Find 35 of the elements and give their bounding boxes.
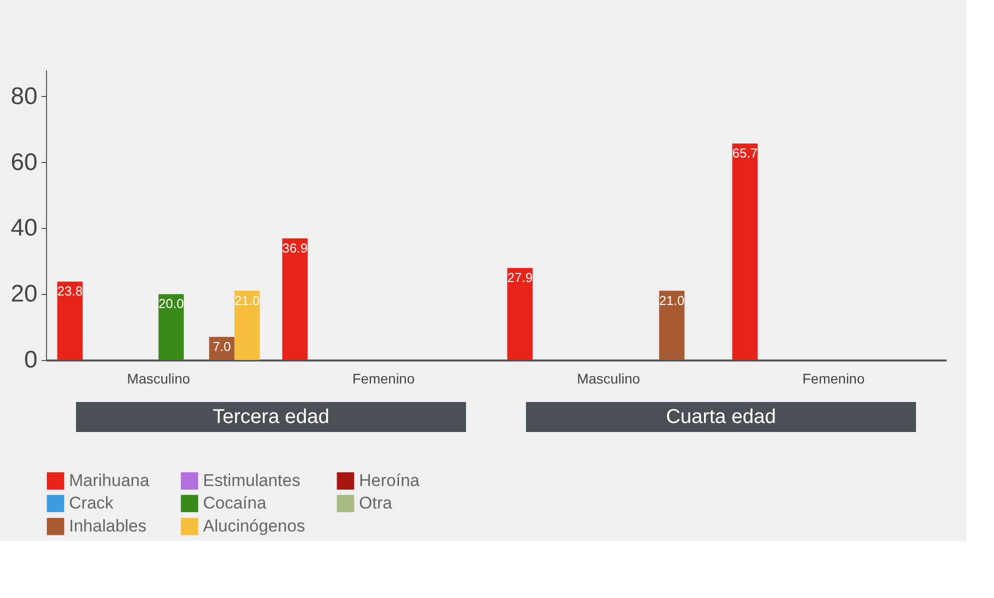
data-label: 20.0 <box>158 296 184 312</box>
bar <box>209 336 234 360</box>
bar <box>282 238 308 360</box>
x-tick-label: Femenino <box>352 370 415 386</box>
y-tick-label: 40 <box>10 214 38 242</box>
legend-label: Heroína <box>359 470 420 490</box>
x-tick-label: Femenino <box>802 370 865 386</box>
bar <box>732 143 758 360</box>
data-label: 21.0 <box>659 292 684 308</box>
legend-label: Marihuana <box>69 470 150 490</box>
x-tick-label: Masculino <box>126 370 190 386</box>
y-tick-label: 80 <box>10 82 38 110</box>
data-label: 36.9 <box>282 240 308 256</box>
bar <box>57 282 83 360</box>
legend-label: Crack <box>69 494 114 512</box>
y-tick-label: 20 <box>10 280 38 308</box>
bar <box>659 290 684 360</box>
bar <box>234 290 260 360</box>
y-tick-label: 60 <box>10 148 38 176</box>
text: Cuarta edad <box>666 406 776 428</box>
data-label: 65.7 <box>732 145 758 160</box>
bar <box>507 268 533 360</box>
data-label: 21.0 <box>234 292 260 308</box>
x-tick-label: Masculino <box>576 370 640 386</box>
y-tick-label: 0 <box>24 346 38 374</box>
text: Tercera edad <box>212 406 330 428</box>
data-label: 23.8 <box>57 284 83 299</box>
legend-label: Alucinógenos <box>203 516 306 536</box>
legend-label: Otra <box>359 494 393 512</box>
bar <box>158 294 184 360</box>
data-label: 27.9 <box>507 270 533 286</box>
legend-label: Estimulantes <box>203 470 300 490</box>
legend-label: Inhalables <box>69 516 147 536</box>
data-label: 7.0 <box>212 338 231 354</box>
legend-label: Cocaína <box>203 494 267 512</box>
